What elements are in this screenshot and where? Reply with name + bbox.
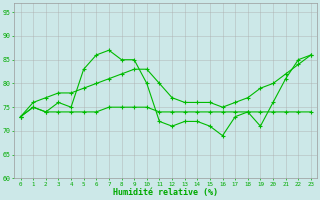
X-axis label: Humidité relative (%): Humidité relative (%) xyxy=(113,188,218,197)
